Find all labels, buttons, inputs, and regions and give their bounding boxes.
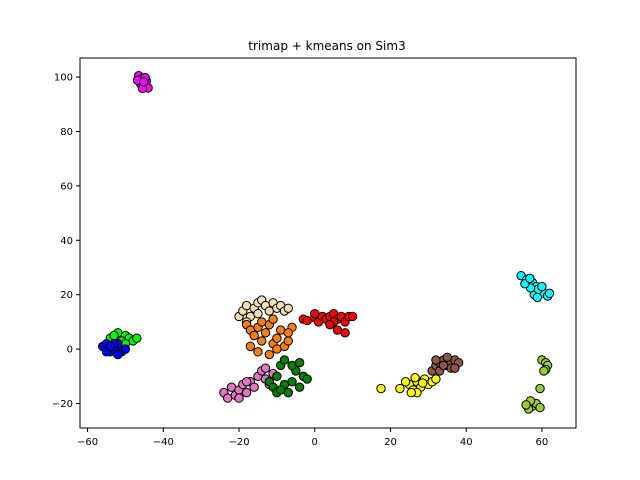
data-point-cluster-1 xyxy=(525,273,535,284)
data-point-cluster-1 xyxy=(532,292,543,303)
data-point-cluster-2 xyxy=(535,383,545,394)
data-point-cluster-1 xyxy=(537,281,547,292)
y-tick-label: 0 xyxy=(67,345,73,356)
data-point-cluster-10 xyxy=(109,330,119,341)
x-tick-label: −60 xyxy=(77,437,98,448)
plot-frame xyxy=(79,57,577,429)
axis-ticks: −60 −40 −20 0 20 40 60 −20 0 20 40 60 80 100 xyxy=(52,73,548,448)
data-point-cluster-2 xyxy=(535,402,545,413)
data-point-cluster-7 xyxy=(260,328,271,338)
chart-title: trimap + kmeans on Sim3 xyxy=(248,39,405,53)
x-tick-label: −20 xyxy=(228,437,249,448)
data-point-cluster-3 xyxy=(417,378,428,388)
data-point-cluster-5 xyxy=(325,319,335,330)
data-point-cluster-3 xyxy=(410,372,420,383)
y-tick-label: 100 xyxy=(54,73,73,84)
y-tick-label: 20 xyxy=(60,290,73,301)
data-point-cluster-3 xyxy=(400,377,411,387)
data-point-cluster-2 xyxy=(539,366,549,376)
x-tick-label: 20 xyxy=(384,437,397,448)
data-point-cluster-7 xyxy=(272,344,282,354)
data-point-cluster-3 xyxy=(431,374,441,384)
data-point-cluster-9 xyxy=(272,371,282,382)
data-point-cluster-0 xyxy=(138,77,149,87)
data-point-cluster-8 xyxy=(249,382,259,392)
data-point-cluster-7 xyxy=(268,314,278,324)
data-point-cluster-7 xyxy=(283,336,293,346)
data-point-cluster-9 xyxy=(275,385,286,395)
data-point-cluster-5 xyxy=(340,328,350,338)
data-point-cluster-8 xyxy=(234,393,244,403)
data-point-cluster-6 xyxy=(253,309,263,319)
data-point-cluster-2 xyxy=(521,400,531,410)
data-point-cluster-9 xyxy=(279,355,290,365)
data-point-cluster-9 xyxy=(294,382,305,392)
data-point-cluster-6 xyxy=(283,303,293,313)
x-tick-label: −40 xyxy=(153,437,174,448)
data-point-cluster-11 xyxy=(113,349,123,360)
data-point-cluster-5 xyxy=(310,309,320,319)
data-point-cluster-9 xyxy=(302,374,312,384)
data-point-cluster-7 xyxy=(253,347,263,357)
data-point-cluster-1 xyxy=(544,288,555,299)
data-point-cluster-4 xyxy=(431,355,441,365)
data-point-cluster-7 xyxy=(264,349,275,360)
data-point-cluster-3 xyxy=(395,383,405,394)
data-point-cluster-4 xyxy=(442,352,452,362)
data-point-cluster-5 xyxy=(347,311,358,322)
x-tick-label: 0 xyxy=(312,437,318,448)
data-point-cluster-4 xyxy=(438,360,449,371)
x-tick-label: 60 xyxy=(536,437,549,448)
data-point-cluster-8 xyxy=(241,377,252,387)
x-tick-label: 40 xyxy=(460,437,473,448)
y-tick-label: 40 xyxy=(60,236,73,247)
y-tick-label: −20 xyxy=(52,399,73,410)
data-point-cluster-11 xyxy=(105,341,115,352)
data-point-cluster-4 xyxy=(450,363,460,373)
data-point-cluster-10 xyxy=(132,333,142,343)
data-point-cluster-7 xyxy=(257,336,267,346)
data-point-cluster-7 xyxy=(245,341,256,352)
data-point-cluster-8 xyxy=(260,363,271,373)
y-tick-label: 60 xyxy=(60,181,73,192)
data-point-cluster-7 xyxy=(249,330,259,341)
data-point-cluster-7 xyxy=(283,328,293,338)
data-points xyxy=(98,70,555,414)
data-point-cluster-7 xyxy=(272,333,282,343)
data-point-cluster-11 xyxy=(120,344,131,354)
data-point-cluster-8 xyxy=(241,387,252,398)
y-tick-label: 80 xyxy=(60,127,73,138)
data-point-cluster-9 xyxy=(294,358,305,368)
data-point-cluster-7 xyxy=(257,317,267,327)
data-point-cluster-3 xyxy=(406,387,416,398)
data-point-cluster-3 xyxy=(376,383,386,394)
